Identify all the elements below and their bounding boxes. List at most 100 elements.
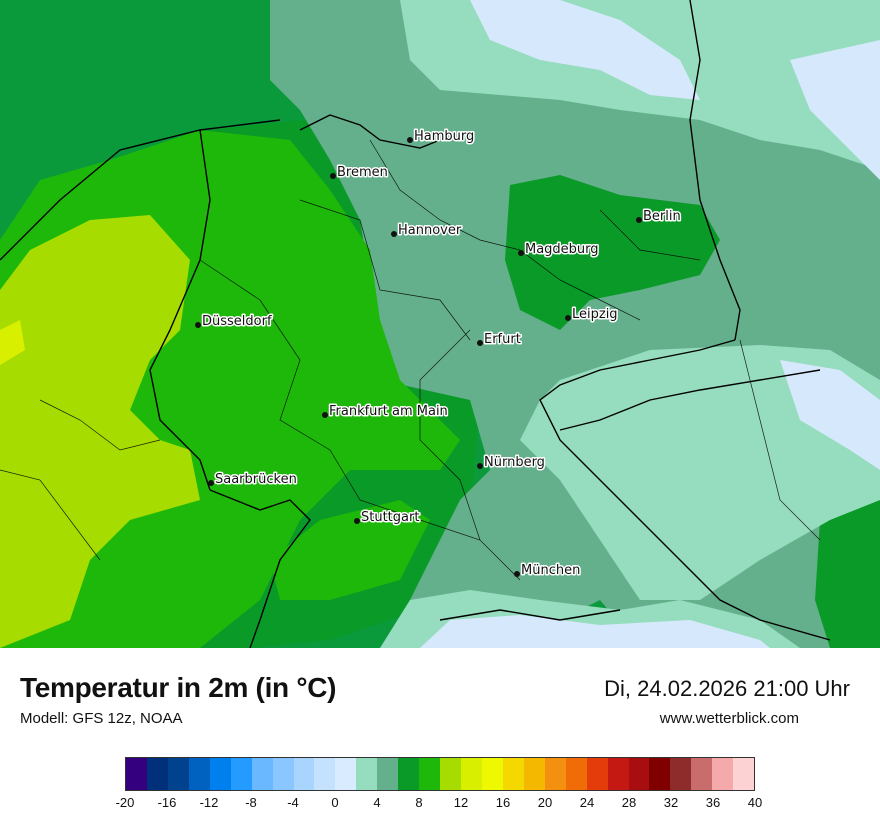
legend-tick-label: -4 xyxy=(287,795,299,810)
legend-swatch xyxy=(188,758,210,790)
legend-swatch xyxy=(649,758,671,790)
legend-tick-label: -20 xyxy=(115,795,135,810)
temperature-map: Hamburg Bremen Berlin Hannover Magdeburg… xyxy=(0,0,880,648)
city-berlin: Berlin xyxy=(636,208,682,226)
legend-tick-label: 12 xyxy=(453,795,469,810)
temp-zone-10-12 xyxy=(0,215,200,648)
legend-swatch xyxy=(377,758,399,790)
legend-swatch xyxy=(167,758,189,790)
legend-swatch xyxy=(209,758,231,790)
city-label: Frankfurt am Main xyxy=(329,404,448,419)
city-magdeburg: Magdeburg xyxy=(518,241,600,259)
city-hamburg: Hamburg xyxy=(407,128,476,146)
legend-swatch xyxy=(733,758,755,790)
legend-tick-label: 28 xyxy=(621,795,637,810)
legend-swatch xyxy=(607,758,629,790)
legend-bar xyxy=(125,757,755,791)
city-muenchen: München xyxy=(514,562,582,580)
forecast-datetime: Di, 24.02.2026 21:00 Uhr xyxy=(604,676,850,701)
city-dot xyxy=(477,463,483,469)
city-dot xyxy=(330,173,336,179)
city-hannover: Hannover xyxy=(391,222,463,240)
temp-zone-6-8-east xyxy=(505,175,720,330)
legend-swatch xyxy=(670,758,692,790)
temp-zone-8-10-south xyxy=(270,500,430,600)
city-erfurt: Erfurt xyxy=(477,331,522,349)
legend-swatch xyxy=(398,758,420,790)
temp-zone-10-12-small xyxy=(110,450,170,500)
legend-tick-label: 20 xyxy=(537,795,553,810)
legend-swatch xyxy=(356,758,378,790)
country-borders xyxy=(0,0,831,648)
temp-zone-12-14 xyxy=(0,320,25,365)
city-label: Hannover xyxy=(398,223,462,238)
city-label: Hamburg xyxy=(414,129,474,144)
legend-swatch xyxy=(712,758,734,790)
legend-swatch xyxy=(565,758,587,790)
city-label: Berlin xyxy=(643,209,681,224)
city-nuernberg: Nürnberg xyxy=(477,454,546,472)
map-title: Temperatur in 2m (in °C) xyxy=(20,672,337,703)
legend-swatch xyxy=(523,758,545,790)
legend-swatch xyxy=(481,758,503,790)
city-bremen: Bremen xyxy=(330,164,389,182)
city-dot xyxy=(514,571,520,577)
website-url: www.wetterblick.com xyxy=(659,710,799,727)
city-label: München xyxy=(521,563,580,578)
legend-swatch xyxy=(230,758,252,790)
legend-tick-label: -16 xyxy=(157,795,177,810)
legend-swatch xyxy=(586,758,608,790)
legend-swatch xyxy=(293,758,315,790)
legend-swatch xyxy=(419,758,441,790)
city-label: Nürnberg xyxy=(484,455,545,470)
city-leipzig: Leipzig xyxy=(565,306,619,324)
legend-tick-label: -8 xyxy=(245,795,257,810)
city-dot xyxy=(518,250,524,256)
legend-tick-label: 36 xyxy=(705,795,721,810)
legend-swatch xyxy=(502,758,524,790)
legend-tick-label: 4 xyxy=(373,795,381,810)
legend-swatch xyxy=(126,758,147,790)
map-canvas: Hamburg Bremen Berlin Hannover Magdeburg… xyxy=(0,0,880,648)
city-dot xyxy=(477,340,483,346)
temp-zone-6-8-se xyxy=(815,500,880,648)
temp-zone-0-2-north xyxy=(470,0,700,100)
city-saarbruecken: Saarbrücken xyxy=(208,471,298,489)
city-label: Stuttgart xyxy=(361,510,419,525)
legend-swatch xyxy=(440,758,461,790)
city-label: Düsseldorf xyxy=(202,314,272,329)
legend-tick-label: 24 xyxy=(579,795,595,810)
legend-tick-label: 32 xyxy=(663,795,679,810)
city-label: Magdeburg xyxy=(525,242,599,257)
city-stuttgart: Stuttgart xyxy=(354,509,421,527)
city-dot xyxy=(354,518,360,524)
legend-swatch xyxy=(628,758,650,790)
city-frankfurt: Frankfurt am Main xyxy=(322,403,449,421)
legend-swatch xyxy=(544,758,566,790)
city-dot xyxy=(391,231,397,237)
city-dot xyxy=(195,322,201,328)
legend-tick-label: 16 xyxy=(495,795,511,810)
city-label: Erfurt xyxy=(484,332,521,347)
legend-swatch xyxy=(251,758,273,790)
model-info: Modell: GFS 12z, NOAA xyxy=(20,710,183,727)
legend-swatch xyxy=(272,758,294,790)
legend-swatch xyxy=(335,758,357,790)
temp-zone-0-2-south xyxy=(420,615,770,648)
city-duesseldorf: Düsseldorf xyxy=(195,313,273,331)
legend-tick-label: -12 xyxy=(199,795,219,810)
temp-zone-0-2-ne xyxy=(790,40,880,180)
city-dot xyxy=(322,412,328,418)
city-label: Saarbrücken xyxy=(215,472,297,487)
city-label: Leipzig xyxy=(572,307,618,322)
legend-tick-label: 0 xyxy=(331,795,339,810)
city-dot xyxy=(208,480,214,486)
legend-swatch xyxy=(146,758,168,790)
legend-tick-label: 40 xyxy=(747,795,763,810)
color-legend: -20 -16 -12 -8 -4 0 4 8 12 16 20 24 28 32 36 40 xyxy=(116,757,762,810)
temp-zone-0-2-east xyxy=(780,360,880,470)
legend-tick-label: 8 xyxy=(415,795,423,810)
temp-zone-2-4-east xyxy=(520,345,880,600)
city-dot xyxy=(407,137,413,143)
state-borders xyxy=(0,139,821,581)
